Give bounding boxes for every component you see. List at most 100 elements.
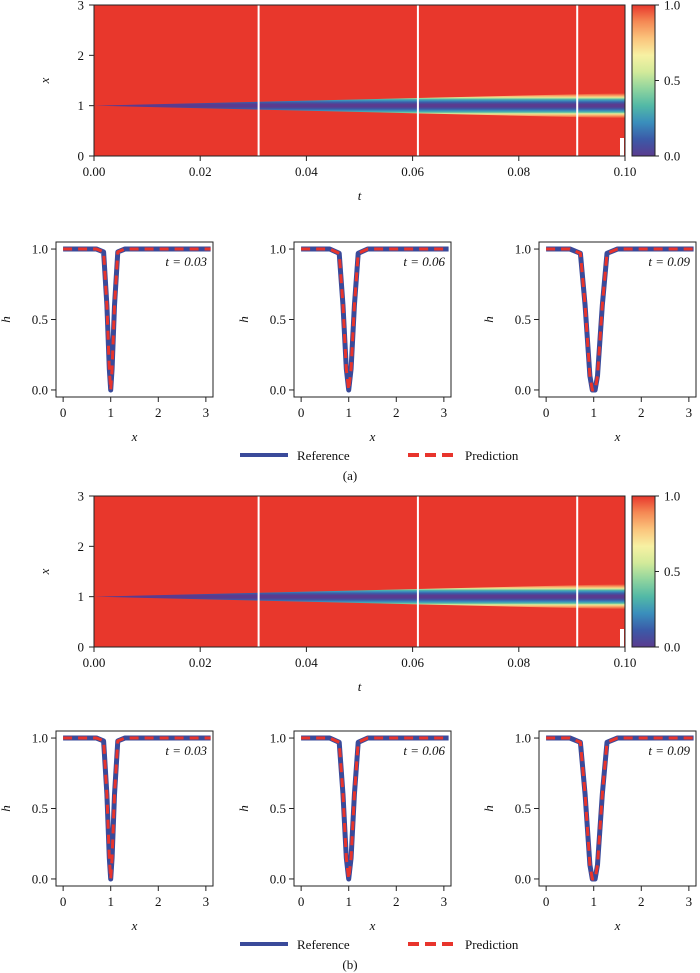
x-tick-label: 1 [345,405,352,420]
heatmap-edge-mark [620,138,624,156]
panel-caption: (b) [342,957,357,972]
heatmap-background [94,5,625,156]
x-tick-label: 2 [155,405,162,420]
y-tick-label: 3 [78,0,85,13]
heatmap-background [94,496,625,647]
x-tick-label: 1 [590,894,597,909]
line-subplot: 0 1 2 3 0.0 0.5 1.0 x h t = 0.09 [481,241,697,444]
y-axis-label: x [37,568,52,575]
x-tick-label: 0 [543,894,550,909]
plot-frame [538,730,697,887]
y-axis-label: h [0,316,13,323]
line-panel-a: 0 1 2 3 0.0 0.5 1.0 x h t = 0.03 0 1 2 3 0.0 0.5 1.0 x h t … [0,241,697,483]
x-tick-label: 0.08 [507,164,530,179]
x-tick-label: 0.02 [189,164,212,179]
x-tick-label: 0 [60,405,67,420]
x-tick-label: 3 [686,405,693,420]
legend-prediction-label: Prediction [465,448,519,463]
x-tick-label: 0.04 [295,655,318,670]
colorbar-tick-label: 1.0 [664,0,680,13]
x-tick-label: 0 [60,894,67,909]
y-tick-label: 0.5 [515,801,531,816]
line-subplot: 0 1 2 3 0.0 0.5 1.0 x h t = 0.03 [0,730,214,933]
colorbar-tick-label: 0.5 [664,73,680,88]
y-tick-label: 0.5 [32,312,48,327]
x-tick-label: 0.00 [83,164,106,179]
legend-prediction-label: Prediction [465,937,519,952]
x-axis-label: x [614,918,621,933]
y-tick-label: 1.0 [32,242,48,257]
plot-frame [293,241,452,398]
line-subplot: 0 1 2 3 0.0 0.5 1.0 x h t = 0.09 [481,730,697,933]
y-tick-label: 0.0 [270,871,286,886]
x-tick-label: 0 [543,405,550,420]
line-subplot: 0 1 2 3 0.0 0.5 1.0 x h t = 0.06 [236,730,452,933]
x-tick-label: 0.02 [189,655,212,670]
x-tick-label: 3 [203,894,210,909]
y-tick-label: 0.0 [515,382,531,397]
line-subplot: 0 1 2 3 0.0 0.5 1.0 x h t = 0.03 [0,241,214,444]
x-tick-label: 2 [155,894,162,909]
x-tick-label: 0.04 [295,164,318,179]
time-annotation: t = 0.09 [648,254,690,269]
legend: Reference Prediction [240,937,519,952]
x-tick-label: 2 [393,894,400,909]
heatmap-panel-b: 0.00 0.02 0.04 0.06 0.08 0.10 0 1 2 3 t x 0.0 0.5 1.0 [37,489,680,695]
y-tick-label: 0.0 [270,382,286,397]
legend-reference-label: Reference [297,448,350,463]
heatmap-channel [94,584,625,610]
heatmap-edge-mark [620,629,624,647]
x-tick-label: 0.06 [401,164,424,179]
y-tick-label: 2 [78,48,85,63]
prediction-line [546,247,694,392]
y-tick-label: 1.0 [270,731,286,746]
y-tick-label: 0.5 [515,312,531,327]
x-tick-label: 0.00 [83,655,106,670]
y-tick-label: 0.5 [32,801,48,816]
x-tick-label: 0 [298,405,305,420]
y-tick-label: 0.0 [32,871,48,886]
y-tick-label: 0 [78,149,85,164]
x-tick-label: 2 [638,894,645,909]
x-tick-label: 3 [686,894,693,909]
y-tick-label: 0.5 [270,312,286,327]
legend-reference-label: Reference [297,937,350,952]
legend: Reference Prediction [240,448,519,463]
x-tick-label: 0.06 [401,655,424,670]
prediction-line [63,247,211,392]
prediction-line [301,736,449,881]
y-tick-label: 1.0 [270,242,286,257]
x-tick-label: 3 [203,405,210,420]
y-tick-label: 1 [78,98,85,113]
prediction-line [301,247,449,392]
colorbar [631,4,656,157]
y-axis-label: h [236,805,251,812]
x-axis-label: t [358,188,362,203]
line-subplot: 0 1 2 3 0.0 0.5 1.0 x h t = 0.06 [236,241,452,444]
x-tick-label: 1 [590,405,597,420]
heatmap-channel [94,93,625,119]
y-tick-label: 0.0 [32,382,48,397]
x-axis-label: t [358,679,362,694]
plot-frame [55,241,214,398]
y-tick-label: 1.0 [515,731,531,746]
y-axis-label: x [37,77,52,84]
line-panel-b: 0 1 2 3 0.0 0.5 1.0 x h t = 0.03 0 1 2 3 0.0 0.5 1.0 x h t … [0,730,697,972]
y-axis-label: h [481,316,496,323]
x-axis-label: x [369,918,376,933]
x-axis-label: x [131,429,138,444]
colorbar-tick-label: 0.5 [664,564,680,579]
colorbar [631,495,656,648]
plot-frame [55,730,214,887]
y-tick-label: 1.0 [515,242,531,257]
y-tick-label: 1.0 [32,731,48,746]
x-tick-label: 2 [638,405,645,420]
plot-frame [293,730,452,887]
y-tick-label: 1 [78,589,85,604]
time-annotation: t = 0.06 [403,743,445,758]
colorbar-tick-label: 0.0 [664,640,680,655]
y-tick-label: 0.5 [270,801,286,816]
plot-frame [538,241,697,398]
x-axis-label: x [131,918,138,933]
